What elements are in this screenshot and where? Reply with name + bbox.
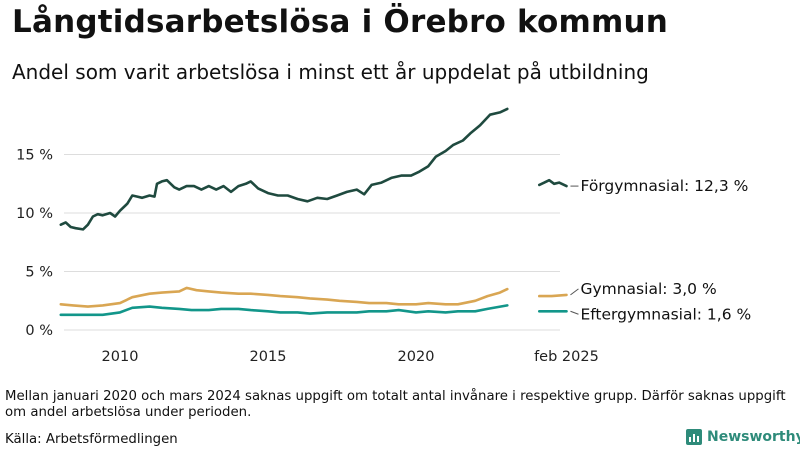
chart-title: Långtidsarbetslösa i Örebro kommun [12, 4, 669, 40]
y-tick-label: 0 % [25, 323, 53, 339]
x-tick-label: feb 2025 [534, 349, 599, 365]
series-label-leader [570, 288, 579, 296]
footnote: Mellan januari 2020 och mars 2024 saknas… [5, 389, 786, 420]
x-tick-label: 2015 [250, 349, 287, 365]
brand-logo: Newsworthy [686, 429, 800, 445]
series-lines [59, 107, 568, 317]
series-line-forgymnasial [59, 107, 509, 231]
series-labels: Förgymnasial: 12,3 % Gymnasial: 3,0 % Efte… [570, 177, 751, 323]
series-line-gymnasial [59, 286, 509, 308]
x-tick-label: 2010 [102, 349, 139, 365]
y-tick-label: 15 % [16, 148, 53, 164]
line-chart: 0 % 5 % 10 % 15 % 2010 2015 2020 feb 2025 Förgy… [16, 107, 751, 366]
bar-chart-icon [686, 429, 702, 445]
series-line-gymnasial [537, 293, 568, 298]
y-tick-label: 10 % [16, 206, 53, 222]
chart-subtitle: Andel som varit arbetslösa i minst ett å… [12, 60, 649, 84]
source-note: Källa: Arbetsförmedlingen [5, 432, 178, 447]
series-label-eftergymnasial: Eftergymnasial: 1,6 % [580, 305, 751, 323]
series-line-eftergymnasial [59, 304, 509, 317]
gridlines [64, 154, 560, 331]
axis-ticks: 0 % 5 % 10 % 15 % 2010 2015 2020 feb 2025 [16, 148, 599, 366]
series-line-forgymnasial [537, 178, 568, 188]
brand-name: Newsworthy [707, 429, 800, 445]
x-tick-label: 2020 [398, 349, 435, 365]
series-label-gymnasial: Gymnasial: 3,0 % [580, 280, 716, 298]
y-tick-label: 5 % [25, 265, 53, 281]
series-label-forgymnasial: Förgymnasial: 12,3 % [580, 177, 748, 195]
series-label-leader [570, 310, 579, 315]
